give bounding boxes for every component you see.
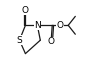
Text: O: O [22,6,29,15]
Text: O: O [57,21,64,30]
Text: O: O [48,37,55,46]
Text: S: S [17,36,22,45]
Text: N: N [34,21,41,30]
